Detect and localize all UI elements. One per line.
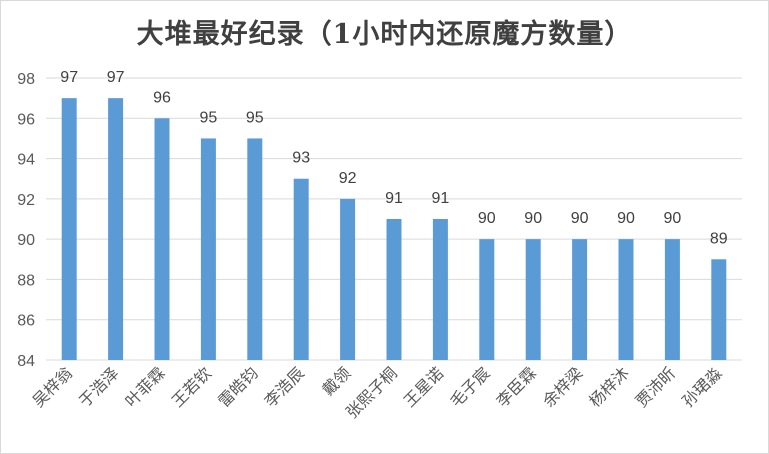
y-tick-label-96: 96	[17, 111, 35, 128]
category-label-7: 戴领	[318, 363, 354, 399]
category-label-12: 余梓梁	[539, 363, 586, 410]
y-tick-label-98: 98	[17, 71, 35, 88]
data-label-10: 90	[478, 210, 496, 227]
category-label-1: 吴梓翁	[29, 363, 76, 410]
bar-13	[618, 239, 634, 360]
bar-7	[340, 198, 356, 360]
data-label-9: 91	[432, 190, 450, 207]
bar-9	[432, 219, 448, 360]
category-label-11: 李臣霖	[493, 363, 540, 410]
bar-14	[664, 239, 680, 360]
bar-11	[525, 239, 541, 360]
data-label-5: 95	[246, 109, 264, 126]
bar-8	[386, 219, 402, 360]
y-tick-label-88: 88	[17, 272, 35, 289]
bar-4	[200, 138, 216, 360]
category-label-4: 王若钦	[168, 363, 215, 410]
y-tick-label-86: 86	[17, 313, 35, 330]
data-label-12: 90	[571, 210, 589, 227]
y-tick-label-84: 84	[17, 353, 35, 370]
category-label-6: 李浩辰	[261, 363, 308, 410]
data-label-7: 92	[339, 170, 357, 187]
bar-10	[479, 239, 495, 360]
y-tick-label-92: 92	[17, 192, 35, 209]
category-label-5: 雷皓钧	[214, 363, 261, 410]
data-label-1: 97	[60, 69, 78, 86]
data-label-11: 90	[524, 210, 542, 227]
category-label-15: 孙珺淼	[678, 363, 725, 410]
bar-2	[108, 98, 124, 361]
bar-6	[293, 178, 309, 360]
category-label-9: 王星诺	[400, 363, 447, 410]
bar-15	[711, 259, 727, 360]
bar-12	[572, 239, 588, 360]
data-label-13: 90	[617, 210, 635, 227]
bar-3	[154, 118, 170, 361]
data-label-3: 96	[153, 89, 171, 106]
bar-5	[247, 138, 263, 360]
category-label-14: 贾沛昕	[632, 363, 679, 410]
data-label-14: 90	[664, 210, 682, 227]
data-label-15: 89	[710, 230, 728, 247]
category-label-2: 于浩泽	[75, 363, 122, 410]
y-tick-label-90: 90	[17, 232, 35, 249]
category-label-13: 杨梓沐	[585, 363, 632, 410]
chart-title: 大堆最好纪录（1小时内还原魔方数量）	[136, 19, 633, 50]
category-label-10: 毛子宸	[446, 363, 493, 410]
category-label-3: 叶菲霖	[121, 363, 168, 410]
category-label-8: 张熙子桐	[342, 363, 401, 422]
data-label-2: 97	[107, 69, 125, 86]
data-label-6: 93	[292, 150, 310, 167]
data-label-4: 95	[200, 109, 218, 126]
bar-1	[61, 98, 77, 361]
y-tick-label-94: 94	[17, 152, 35, 169]
data-label-8: 91	[385, 190, 403, 207]
